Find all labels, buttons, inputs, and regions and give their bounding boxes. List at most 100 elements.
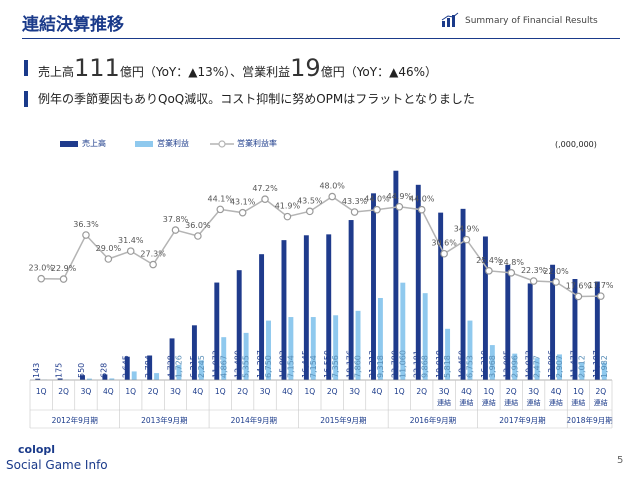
sales-bar [169,338,175,380]
op-data-label: 7,154 [309,355,318,378]
op-margin-label: 44.1% [208,194,234,203]
op-margin-label: 44.0% [409,195,435,204]
op-data-label: 9,868 [421,355,430,378]
summary-label: Summary of Financial Results [465,16,598,26]
sales-bar [460,208,466,380]
sales-bar [214,282,220,380]
op-profit-bar [86,378,92,380]
op-profit-bar [355,310,361,380]
op-margin-label: 48.0% [319,182,345,191]
op-margin-point [261,195,269,204]
op-margin-point [574,292,583,301]
x-tick-label: 2Q [595,387,606,396]
x-tick-label: 4Q [103,387,114,396]
sales-data-label: 19,450 [458,350,467,378]
legend-swatch [60,140,78,147]
op-data-label: 7,154 [286,355,295,378]
op-profit-bar [131,371,137,380]
legend-sales-label: 売上高 [82,139,106,148]
bar-chart-icon [441,12,459,27]
x-tick-label: 2Q [148,387,159,396]
sales-bar [505,264,511,380]
x-tick-label: 1Q [304,387,315,396]
sales-bar [572,279,578,380]
sales-bar [102,374,108,380]
op-margin-point [395,202,404,211]
op-data-label: 2,012 [577,355,586,378]
x-tick-label: 4Q [193,387,204,396]
sales-value: 111 [74,54,120,82]
op-data-label: 1,982 [600,355,609,378]
sales-data-label: 12,480 [234,350,243,378]
sales-bar [482,236,488,380]
x-tick-label: 1Q [573,387,584,396]
op-margin-label: 44.9% [387,192,413,201]
period-label: 2013年9月期 [141,415,187,425]
op-margin-point [597,292,605,300]
op-margin-point [485,267,493,275]
x-tick-label: 4Q [372,387,383,396]
op-margin-label: 47.2% [252,184,278,193]
x-tick-sublabel: 連結 [549,398,563,407]
x-tick-label: 1Q [125,387,136,396]
sales-data-label: 16,310 [480,350,489,378]
sales-data-label: 11,187 [592,350,601,378]
op-margin-point [37,274,45,283]
op-margin-label: 36.0% [185,221,211,230]
op-profit-bar [400,282,406,380]
x-tick-sublabel: 連結 [437,398,451,407]
op-margin-point [462,235,471,244]
op-margin-label: 43.1% [230,198,256,207]
op-margin-label: 25.4% [476,256,502,265]
x-tick-label: 2Q [416,387,427,396]
op-profit-bar [445,328,451,380]
sales-bar [35,378,41,380]
sales-data-label: 15,893 [278,350,287,378]
op-margin-point [552,278,560,286]
sales-bar [415,184,421,380]
op-margin-label: 36.3% [73,220,99,229]
sales-data-label: 19,019 [435,350,444,378]
op-margin-point [440,249,448,258]
x-tick-label: 1Q [484,387,495,396]
headline-comment: 例年の季節要因もありQoQ減収。コスト抑制に努めOPMはフラットとなりました [38,92,475,106]
sales-bar [57,378,63,380]
sales-bar [281,240,287,380]
sales-bar [371,193,376,380]
op-data-label: 5,818 [443,355,452,378]
sales-bar [303,235,309,380]
period-label: 2014年9月期 [231,415,277,425]
op-data-label: 1,726 [175,355,184,378]
sales-data-label: 16,445 [301,350,310,378]
sales-data-label: 23,780 [390,350,399,378]
page-number: 5 [617,455,624,466]
op-data-label: 2,245 [197,355,206,378]
op-data-label: 4,867 [219,355,228,378]
op-profit-bar [198,360,204,380]
x-tick-label: 2Q [237,387,248,396]
legend-line-swatch [210,139,234,148]
legend-swatch [135,140,153,147]
op-data-label: 6,750 [264,355,273,378]
op-data-label: 6,753 [466,355,475,378]
bullet-marker [24,91,28,107]
sales-data-label: 21,213 [368,350,377,378]
sales-bar [236,270,242,380]
op-profit-bar [534,358,540,380]
x-tick-label: 4Q [282,387,293,396]
x-tick-label: 1Q [36,387,47,396]
sales-data-label: 175 [55,363,64,378]
op-margin-point [59,275,68,283]
op-profit-bar [489,345,495,380]
sales-data-label: 550 [77,363,86,378]
op-profit-bar [512,353,518,380]
op-margin-label: 37.8% [163,215,189,224]
x-tick-sublabel: 連結 [594,398,608,407]
legend-op-margin: 営業利益率 [210,138,277,149]
op-margin-point [104,255,113,263]
x-tick-label: 2Q [506,387,517,396]
op-data-label: 2,996 [510,355,519,378]
op-margin-line [41,195,601,298]
op-profit-bar [288,317,294,380]
sales-bar [393,170,399,380]
